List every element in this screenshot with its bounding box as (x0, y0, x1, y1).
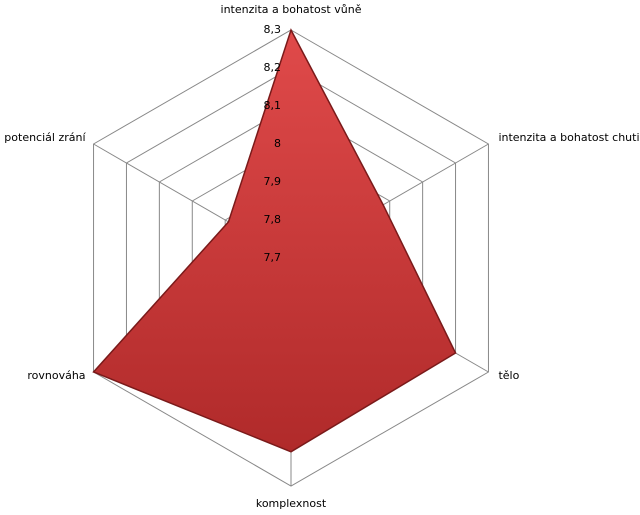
category-label: rovnováha (27, 369, 85, 382)
tick-label: 8,3 (264, 23, 282, 36)
tick-label: 8,2 (264, 61, 282, 74)
category-label: tělo (498, 369, 519, 382)
category-label: potenciál zrání (4, 131, 86, 144)
tick-label: 7,8 (264, 213, 282, 226)
radar-area (92, 28, 457, 453)
category-label: komplexnost (256, 497, 327, 510)
tick-label: 7,9 (264, 175, 282, 188)
tick-label: 8,1 (264, 99, 282, 112)
tick-label: 7,7 (264, 251, 282, 264)
category-label: intenzita a bohatost chuti (498, 131, 639, 144)
category-label: intenzita a bohatost vůně (221, 3, 362, 16)
tick-label: 8 (274, 137, 281, 150)
